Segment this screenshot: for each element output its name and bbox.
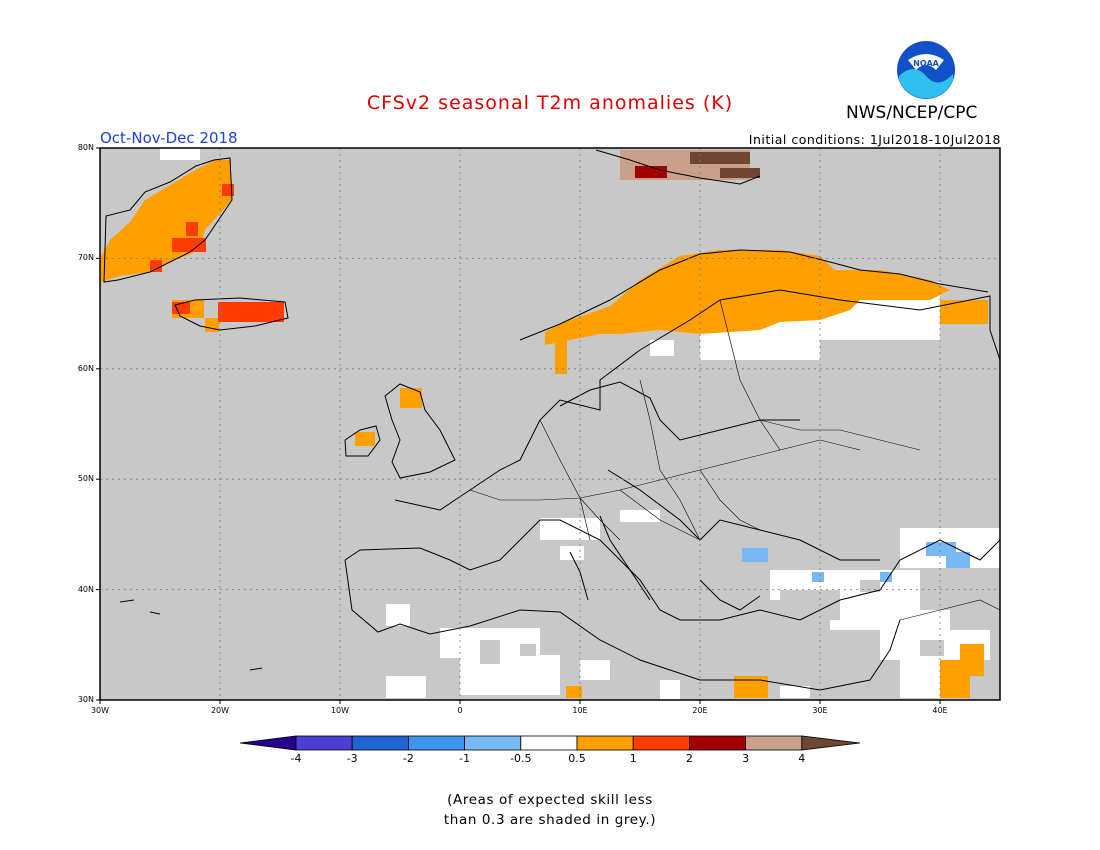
colorbar-label: 0.5	[568, 752, 586, 765]
agency-label: NWS/NCEP/CPC	[846, 103, 978, 123]
colorbar-swatch	[632, 735, 690, 751]
colorbar-label: 1	[629, 752, 637, 765]
colorbar-label: -4	[290, 752, 302, 765]
coastlines	[103, 149, 1001, 691]
map-frame	[99, 147, 1001, 701]
lat-tick-label: 40N	[77, 584, 94, 594]
colorbar-swatch	[689, 735, 747, 751]
colorbar-label: -0.5	[510, 752, 532, 765]
colorbar-label: -1	[459, 752, 471, 765]
colorbar-arrow-low	[239, 735, 297, 751]
colorbar-label: 3	[742, 752, 750, 765]
lon-tick-label: 40E	[932, 706, 948, 715]
colorbar-swatch	[520, 735, 578, 751]
lon-tick-label: 30W	[90, 706, 110, 715]
lat-tick-label: 80N	[77, 143, 94, 152]
lat-tick-label: 60N	[77, 363, 94, 373]
colorbar-swatch	[295, 735, 353, 751]
colorbar-label: -2	[402, 752, 414, 765]
lat-tick-label: 30N	[77, 695, 94, 704]
lon-tick-label: 20W	[210, 706, 230, 715]
logo-text: NOAA	[913, 59, 939, 68]
noaa-logo: NOAA	[897, 41, 955, 99]
lat-tick-label: 70N	[77, 253, 94, 263]
axis-ticks	[96, 147, 941, 704]
colorbar-arrow-high	[801, 735, 861, 751]
warm-anomaly-areas	[100, 160, 988, 698]
initial-conditions: Initial conditions: 1Jul2018-10Jul2018	[748, 132, 1001, 147]
lon-tick-label: 10E	[572, 706, 588, 715]
country-borders	[469, 299, 1001, 621]
lon-tick-label: 20E	[692, 706, 708, 715]
colorbar-swatch	[407, 735, 465, 751]
map-title: CFSv2 seasonal T2m anomalies (K)	[366, 92, 734, 114]
anomaly-map	[96, 147, 1001, 704]
skill-note-line-1: (Areas of expected skill less	[447, 792, 653, 808]
graticule	[100, 148, 1000, 700]
colorbar-swatch	[576, 735, 634, 751]
lon-tick-label: 0	[457, 706, 463, 715]
colorbar-label: 4	[798, 752, 806, 765]
colorbar-label: 2	[685, 752, 693, 765]
colorbar-swatch	[464, 735, 522, 751]
skill-note-line-2: than 0.3 are shaded in grey.)	[443, 812, 657, 828]
lat-tick-label: 50N	[77, 474, 94, 484]
colorbar	[239, 735, 861, 751]
forecast-period: Oct-Nov-Dec 2018	[100, 129, 238, 147]
cool-anomaly-areas	[742, 542, 970, 582]
colorbar-label: -3	[346, 752, 358, 765]
colorbar-swatch	[745, 735, 803, 751]
colorbar-swatch	[351, 735, 409, 751]
lon-tick-label: 30E	[812, 706, 828, 715]
lon-tick-label: 10W	[330, 706, 350, 715]
